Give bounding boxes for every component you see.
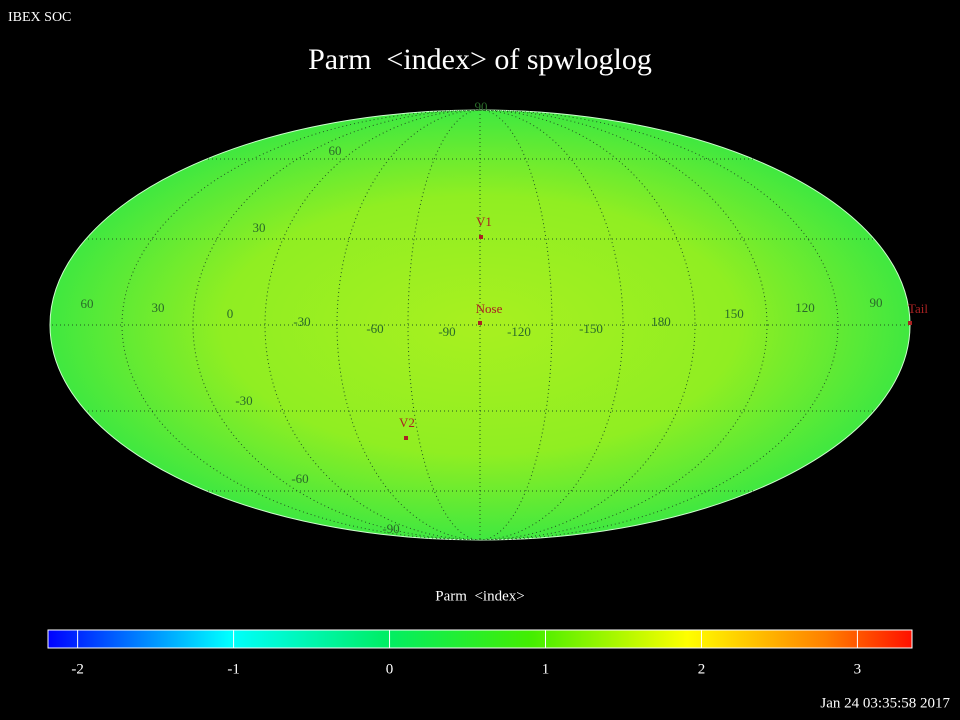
latitude-label: 30 [253, 220, 266, 235]
latitude-label: -30 [235, 393, 252, 408]
latitude-label: 90 [475, 99, 488, 114]
latitude-label: -90 [382, 521, 399, 536]
latitude-label: 60 [329, 143, 342, 158]
title: Parm <index> of spwloglog [308, 43, 652, 76]
sky-map: 90 60 30 -30 -60 -90 60 30 0 -30 -60 -90 -120 -150 180… [49, 99, 928, 541]
longitude-label: -120 [507, 324, 531, 339]
colorbar [47, 629, 913, 649]
colorbar-tick-label: 0 [386, 661, 394, 677]
colorbar-label: Parm <index> [435, 588, 524, 604]
longitude-label: 30 [152, 300, 165, 315]
longitude-label: 150 [724, 306, 744, 321]
marker-label: V2 [399, 415, 415, 430]
colorbar-tick-label: -1 [227, 661, 240, 677]
colorbar-tick-label: -2 [71, 661, 84, 677]
longitude-label: 180 [651, 314, 671, 329]
longitude-label: 120 [795, 300, 815, 315]
marker-label: Tail [908, 301, 928, 316]
colorbar-tick-label: 1 [542, 661, 550, 677]
org-label: IBEX SOC [8, 10, 71, 25]
latitude-label: -60 [291, 471, 308, 486]
longitude-label: -90 [438, 324, 455, 339]
colorbar-ticks: -2 -1 0 1 2 3 [71, 630, 861, 677]
timestamp: Jan 24 03:35:58 2017 [820, 695, 950, 711]
marker-label: V1 [476, 214, 492, 229]
marker-dot [404, 436, 408, 440]
longitude-label: 90 [870, 295, 883, 310]
longitude-label: 0 [227, 306, 234, 321]
longitude-label: -150 [579, 321, 603, 336]
longitude-label: -60 [366, 321, 383, 336]
marker-dot [479, 235, 483, 239]
longitude-label: 60 [81, 296, 94, 311]
colorbar-tick-label: 2 [698, 661, 706, 677]
marker-label: Nose [476, 301, 503, 316]
marker-dot [908, 321, 912, 325]
colorbar-tick-label: 3 [854, 661, 862, 677]
longitude-label: -30 [293, 314, 310, 329]
marker-dot [478, 321, 482, 325]
